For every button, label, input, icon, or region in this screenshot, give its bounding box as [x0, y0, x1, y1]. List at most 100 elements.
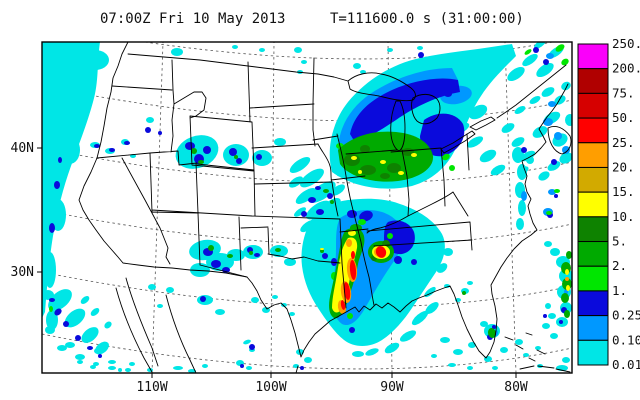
precip-cell [63, 321, 69, 327]
precip-cell [425, 302, 439, 314]
precip-cell [442, 153, 450, 161]
precip-region [420, 113, 465, 157]
precip-cell [565, 114, 572, 126]
precip-cell [352, 351, 364, 357]
precip-cell [545, 303, 551, 309]
state-borders-midwest-east [336, 133, 473, 306]
precip-cell [516, 218, 524, 230]
precip-cell [347, 313, 353, 319]
precip-cell [57, 345, 67, 351]
precip-cell [523, 353, 529, 357]
colorbar-swatch [577, 92, 609, 119]
precip-cell [294, 207, 306, 217]
precip-cell [284, 258, 296, 266]
precip-cell [551, 159, 557, 165]
precip-cell [316, 209, 324, 215]
lon-label: 110W [136, 380, 167, 395]
precip-cell [87, 346, 93, 350]
precip-cell [543, 59, 549, 65]
precip-cell [275, 248, 281, 252]
precip-cell [534, 42, 546, 49]
precip-cell [360, 165, 376, 175]
precip-cell [289, 176, 303, 188]
precip-cell [365, 348, 379, 356]
colorbar-label: 50. [612, 110, 635, 125]
precip-cell [399, 330, 417, 342]
precip-cell [351, 156, 357, 160]
precip-cell [315, 186, 321, 190]
precip-cell [236, 158, 242, 164]
precip-cell [550, 248, 560, 256]
precip-cell [274, 138, 286, 146]
precip-cell [548, 313, 556, 319]
precip-cell [301, 211, 307, 217]
colorbar-label: 75. [612, 85, 635, 100]
precip-cell [198, 160, 204, 164]
lake-superior [347, 72, 416, 102]
precip-cell [358, 170, 362, 174]
precip-cell [317, 213, 339, 231]
precip-cell [81, 50, 109, 70]
precip-cell [308, 181, 336, 203]
colorbar-label: 0.25 [612, 308, 640, 323]
colorbar-label: 5. [612, 234, 627, 249]
precip-cell [561, 293, 569, 303]
precip-region [350, 78, 460, 144]
precip-cell [359, 210, 373, 222]
precip-cell [227, 254, 233, 258]
precip-cell [240, 364, 244, 368]
precip-cell [500, 347, 508, 353]
precip-cell [387, 163, 401, 173]
precip-cell [146, 117, 154, 123]
precip-cell [125, 368, 131, 372]
precip-cell [109, 148, 115, 152]
precip-cell [42, 290, 54, 300]
precip-cell [249, 344, 255, 350]
meridian-110w [151, 42, 164, 373]
colorbar-swatch [577, 142, 609, 168]
precip-cell [548, 101, 556, 107]
precip-cell [387, 48, 393, 52]
precip-cell [546, 53, 554, 59]
precip-cell [492, 325, 496, 329]
precip-cell [546, 211, 552, 215]
precip-cell [411, 153, 417, 157]
precip-cell [289, 312, 295, 316]
precip-cell [327, 193, 333, 199]
precip-cell [565, 269, 569, 275]
precip-cell [81, 327, 99, 343]
precip-cell [301, 60, 307, 64]
precip-cell [468, 104, 488, 120]
precip-cell [521, 147, 527, 153]
precip-cell [550, 333, 558, 339]
precip-cell [90, 308, 100, 316]
precip-cell [98, 354, 102, 358]
precip-cell [323, 197, 341, 213]
precip-cell [548, 189, 556, 195]
precip-cell [532, 126, 548, 138]
precip-cell [229, 148, 237, 156]
precip-cell [443, 248, 453, 256]
precip-region [42, 42, 100, 318]
latitude-axis: 40N 30N [11, 141, 42, 280]
mexico-baja-coast [115, 277, 299, 373]
precip-cell [272, 295, 278, 299]
colorbar-label: 2. [612, 258, 627, 273]
precip-cell [304, 357, 312, 363]
title-datetime: 07:00Z Fri 10 May 2013 [100, 11, 285, 27]
precip-cell [295, 187, 317, 205]
precip-cell [398, 171, 404, 175]
precip-cell [518, 200, 526, 216]
precip-cell [215, 309, 225, 315]
meridian-100w [270, 42, 275, 373]
precip-cell [157, 304, 163, 308]
us-basemap [78, 42, 572, 373]
precip-cell [129, 362, 135, 366]
precip-cell [58, 157, 62, 163]
parallel-45n [42, 85, 572, 122]
precip-cell [543, 314, 547, 318]
state-borders-west [96, 57, 369, 309]
precip-cell [65, 342, 75, 348]
precip-cell [254, 253, 260, 257]
